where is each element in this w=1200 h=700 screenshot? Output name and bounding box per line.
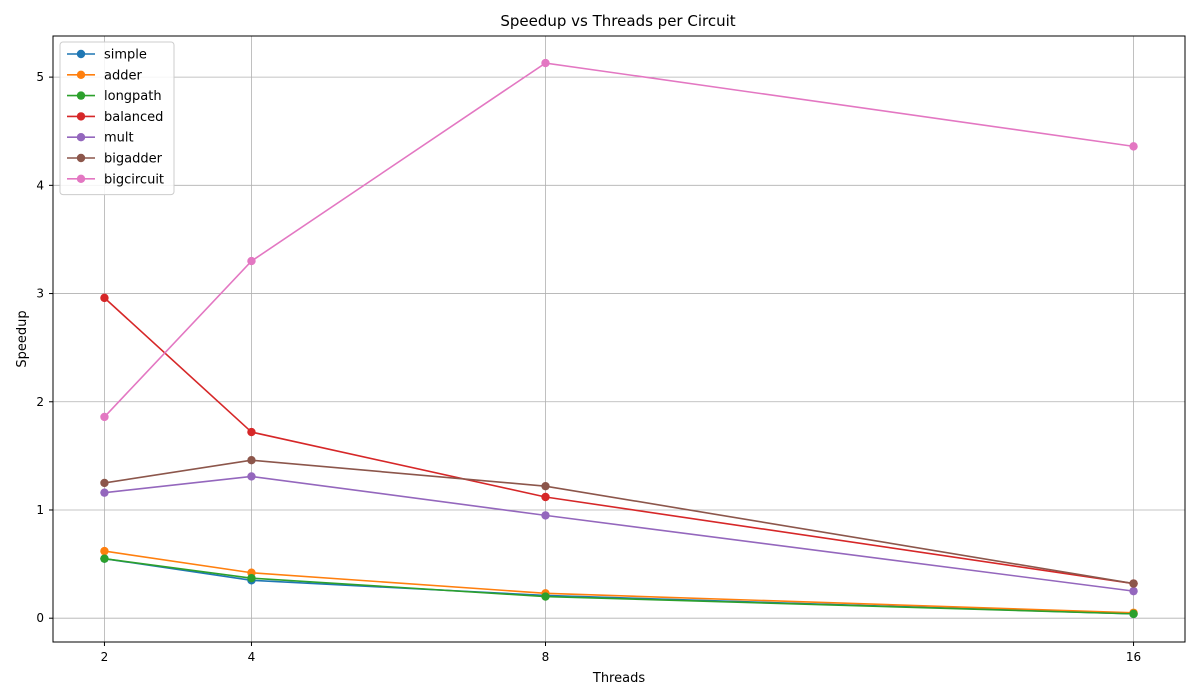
y-tick-label: 0 — [36, 611, 44, 625]
data-point — [247, 472, 256, 481]
legend-label: longpath — [104, 89, 162, 104]
x-tick-label: 4 — [248, 650, 256, 664]
series-group — [100, 58, 1138, 619]
legend-label: balanced — [104, 110, 163, 125]
y-tick-label: 1 — [36, 503, 44, 517]
legend-label: bigcircuit — [104, 172, 164, 187]
y-tick-label: 5 — [36, 70, 44, 84]
legend-marker — [76, 133, 86, 142]
legend-item: simple — [67, 48, 147, 63]
legend-marker — [76, 70, 86, 80]
legend-item: mult — [67, 131, 134, 146]
series-bigadder — [100, 456, 1138, 588]
data-point — [1129, 586, 1138, 596]
legend: simple adder longpath balanced mult bigadder b… — [59, 41, 175, 196]
y-tick-label: 3 — [36, 287, 44, 301]
x-axis-label: Threads — [592, 671, 645, 686]
series-line — [104, 557, 1134, 615]
series-line — [104, 550, 1134, 614]
y-tick-label: 4 — [36, 178, 44, 192]
legend-item: longpath — [67, 89, 162, 104]
data-point — [247, 573, 256, 583]
data-point — [1129, 609, 1138, 619]
data-point — [541, 481, 550, 491]
data-point — [100, 554, 109, 563]
series-longpath — [100, 554, 1138, 619]
grid — [53, 36, 1185, 642]
series-line — [104, 475, 1134, 592]
series-line — [103, 62, 1134, 418]
data-point — [541, 492, 550, 502]
chart-title: Speedup vs Threads per Circuit — [500, 12, 735, 30]
data-point — [247, 256, 256, 266]
series-line — [104, 557, 1134, 615]
data-point — [100, 488, 109, 497]
legend-label: adder — [104, 68, 142, 83]
legend-marker — [76, 174, 86, 183]
x-axis: 2 4 8 16 — [101, 642, 1141, 664]
data-point — [1129, 579, 1138, 588]
series-line — [103, 297, 1134, 585]
data-point — [100, 412, 109, 422]
series-line — [104, 459, 1134, 585]
series-mult — [100, 472, 1138, 596]
data-point — [541, 592, 550, 601]
data-point — [100, 546, 109, 556]
x-tick-label: 2 — [101, 650, 109, 664]
series-bigcircuit — [100, 58, 1138, 422]
legend-marker — [76, 153, 86, 163]
legend-box — [59, 41, 175, 196]
x-tick-label: 16 — [1126, 650, 1141, 664]
legend-item: adder — [67, 68, 142, 83]
legend-item: balanced — [67, 110, 163, 125]
legend-marker — [76, 49, 86, 59]
legend-label: bigadder — [104, 152, 163, 167]
data-point — [247, 427, 256, 437]
data-point — [541, 58, 550, 68]
legend-label: mult — [104, 131, 134, 146]
plot-frame — [52, 35, 1186, 643]
data-point — [100, 293, 109, 303]
series-balanced — [100, 293, 1138, 588]
y-axis-label: Speedup — [15, 310, 30, 367]
data-point — [247, 456, 256, 465]
y-tick-label: 2 — [36, 395, 44, 409]
y-axis: 0 1 2 3 4 5 — [36, 70, 53, 625]
data-point — [100, 478, 109, 488]
legend-item: bigcircuit — [67, 172, 164, 187]
series-adder — [100, 546, 1138, 617]
x-tick-label: 8 — [542, 650, 550, 664]
legend-label: simple — [104, 48, 147, 63]
legend-marker — [76, 91, 86, 100]
legend-item: bigadder — [67, 152, 163, 167]
legend-marker — [76, 112, 86, 121]
data-point — [541, 511, 550, 520]
data-point — [1129, 142, 1138, 151]
